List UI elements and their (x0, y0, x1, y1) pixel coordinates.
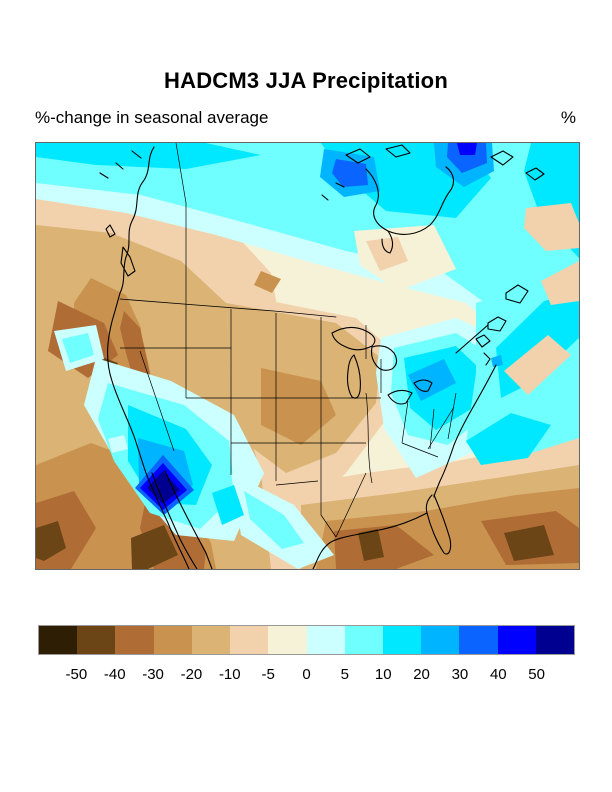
maritimes-islands (475, 284, 529, 366)
colorbar-tick-label: 0 (302, 666, 311, 683)
coastlines (99, 144, 545, 569)
colorbar-segment (459, 626, 498, 654)
state-borders (120, 143, 457, 538)
colorbar-tick-label: -5 (261, 666, 275, 683)
lake-ontario (413, 379, 433, 392)
colorbar-segment (115, 626, 154, 654)
map-canvas (36, 143, 579, 569)
lake-huron (370, 345, 398, 371)
colorbar-tick-label: 10 (374, 666, 392, 683)
haida-island (105, 224, 116, 238)
alaska-islands (99, 150, 142, 179)
mexico-coastline (164, 470, 213, 569)
vancouver-island (120, 246, 136, 277)
colorbar-segment (306, 626, 345, 654)
colorbar-segment (497, 626, 536, 654)
gulf-coastline (312, 512, 428, 569)
colorbar-segment (268, 626, 307, 654)
colorbar-segment (535, 626, 575, 654)
colorbar-tick-label: 50 (528, 666, 545, 683)
lake-michigan (346, 354, 361, 399)
colorbar-segment (153, 626, 192, 654)
colorbar-tick-label: -10 (218, 666, 241, 683)
james-bay (381, 230, 394, 254)
colorbar-segment (421, 626, 460, 654)
map-panel (35, 142, 580, 570)
colorbar-segment (191, 626, 231, 654)
lake-erie (387, 389, 413, 405)
colorbar-segment (39, 626, 78, 654)
colorbar-ticks: -50 -40 -30 -20 -10 -5 0 5 10 20 30 40 50 (38, 666, 575, 686)
colorbar-tick-label: 20 (413, 666, 430, 683)
colorbar-tick-label: -40 (103, 666, 126, 683)
figure-title: HADCM3 JJA Precipitation (164, 68, 448, 93)
subtitle-row: %-change in seasonal average % (35, 108, 578, 132)
colorbar-tick-label: -50 (65, 666, 88, 683)
st-lawrence (455, 324, 489, 354)
colorbar-segment (344, 626, 383, 654)
hudson-bay (365, 166, 455, 235)
colorbar-segment (230, 626, 269, 654)
colorbar-segment (77, 626, 116, 654)
atlantic-coastline (433, 364, 497, 498)
colorbar-tick-label: 30 (451, 666, 469, 683)
colorbar (38, 625, 575, 655)
pacific-coastline (107, 146, 190, 569)
baja-gulf-coastline (151, 472, 198, 569)
colorbar-tick-label: 5 (340, 666, 350, 683)
contour-arctic-wetting (36, 143, 579, 368)
colorbar-tick-label: -20 (180, 666, 203, 683)
colorbar-tick-label: 40 (489, 666, 507, 683)
unit-label: % (560, 108, 576, 127)
us-canada-border (119, 298, 337, 318)
lake-superior (331, 326, 376, 351)
subtitle-label: %-change in seasonal average (35, 108, 269, 127)
colorbar-segment (382, 626, 422, 654)
colorbar-tick-label: -30 (142, 666, 164, 683)
arctic-islands (321, 144, 545, 201)
florida-peninsula (425, 494, 452, 555)
contour-atlantic-streaks (466, 261, 579, 465)
